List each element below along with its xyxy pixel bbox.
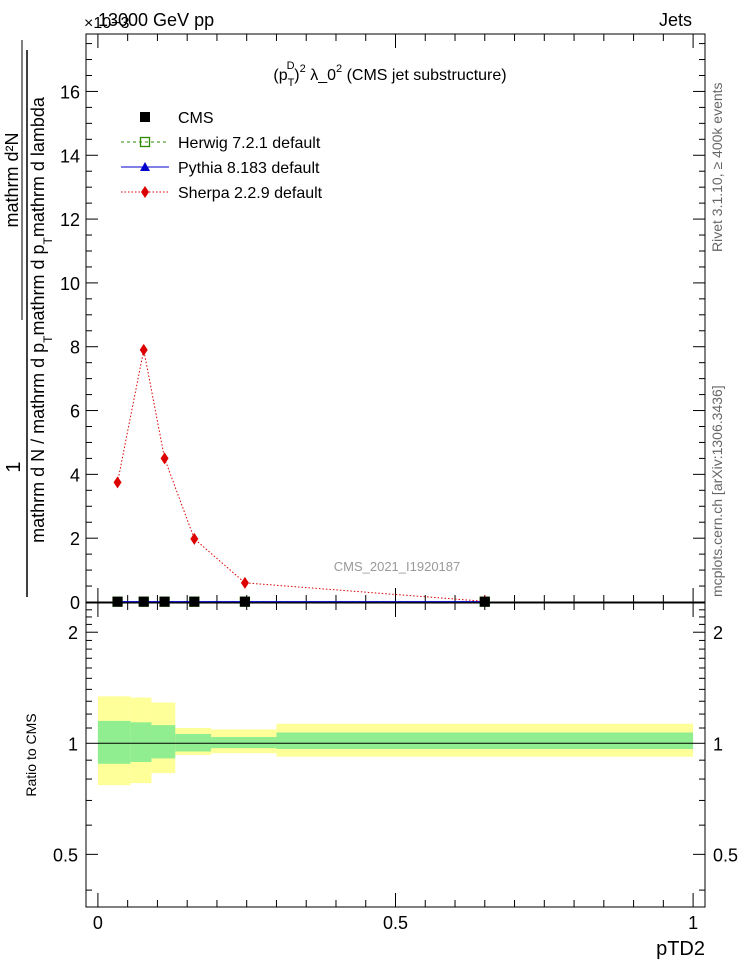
y-tick-label: 0 (70, 593, 80, 613)
x-tick-label: 0 (93, 913, 103, 933)
sherpa-point (139, 343, 148, 356)
y-label-denominator: mathrm d N / mathrm d pTmathrm d pTmathr… (28, 96, 55, 543)
analysis-label: CMS_2021_I1920187 (334, 559, 461, 574)
legend-label: Herwig 7.2.1 default (178, 135, 321, 152)
legend-marker (140, 162, 150, 171)
rivet-note: Rivet 3.1.10, ≥ 400k events (709, 82, 725, 252)
ratio-stat-band (97, 720, 131, 764)
ratio-tick-label: 2 (68, 623, 78, 643)
ratio-tick-label-right: 2 (713, 623, 723, 643)
ratio-y-label: Ratio to CMS (23, 713, 39, 796)
legend-marker (140, 112, 150, 122)
legend: CMS Herwig 7.2.1 default Pythia 8.183 defa… (121, 110, 323, 202)
legend-label: Pythia 8.183 default (178, 160, 320, 177)
y-label-inner-numerator: mathrm d²N (2, 132, 22, 227)
cms-point (138, 596, 149, 607)
cms-point (112, 596, 123, 607)
sherpa-point (113, 476, 122, 489)
x-tick-label: 1 (688, 913, 698, 933)
ratio-tick-label-right: 1 (713, 734, 723, 754)
y-tick-label: 8 (70, 338, 80, 358)
mcplots-note: mcplots.cern.ch [arXiv:1306.3436] (709, 385, 725, 597)
ratio-plot: 0 0.5 1 0.5 0.5 1 1 2 2 (53, 602, 738, 933)
cms-point (159, 596, 170, 607)
sherpa-point (240, 576, 249, 589)
y-tick-label: 16 (60, 82, 80, 102)
plot-title: (pD T)2 λ_02 (CMS jet substructure) (273, 60, 506, 89)
legend-label: CMS (178, 110, 214, 127)
ratio-tick-label-right: 0.5 (713, 845, 738, 865)
header-exponent: ×10−3 (84, 15, 129, 32)
y-tick-label: 6 (70, 402, 80, 422)
sherpa-point (190, 532, 199, 545)
legend-marker (139, 136, 151, 148)
ratio-stat-band (151, 725, 176, 759)
ratio-stat-band (130, 722, 152, 762)
y-tick-label: 4 (70, 465, 80, 485)
ratio-stat-band (276, 732, 694, 749)
y-tick-label: 12 (60, 210, 80, 230)
y-label-numerator: 1 (3, 461, 25, 472)
y-tick-label: 2 (70, 529, 80, 549)
sherpa-line (117, 349, 485, 602)
y-tick-label: 10 (60, 274, 80, 294)
ratio-tick-label: 0.5 (53, 845, 78, 865)
header-left: 13000 GeV pp (98, 10, 214, 30)
ratio-stat-band (210, 737, 277, 749)
legend-marker (141, 186, 149, 198)
header-right: Jets (659, 10, 692, 30)
ratio-tick-label: 1 (68, 734, 78, 754)
main-plot: 0 2 4 6 8 10 12 14 16 (60, 33, 706, 613)
y-axis-label: 1 mathrm d²N mathrm d N / mathrm d pTmat… (2, 40, 55, 597)
cms-point (189, 596, 200, 607)
y-tick-label: 14 (60, 146, 80, 166)
ratio-stat-band (175, 733, 211, 752)
legend-label: Sherpa 2.2.9 default (178, 185, 323, 202)
sherpa-point (160, 452, 169, 465)
x-axis-label: pTD2 (656, 938, 705, 960)
cms-point (479, 596, 490, 607)
cms-point (239, 596, 250, 607)
x-tick-label: 0.5 (383, 913, 408, 933)
